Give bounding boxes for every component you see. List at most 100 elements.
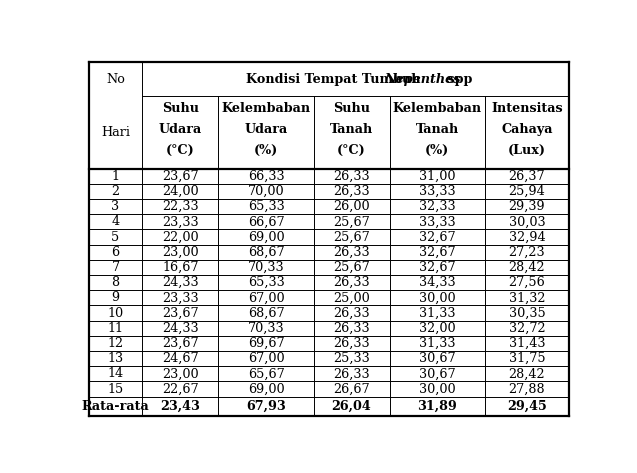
- Text: (Lux): (Lux): [508, 143, 546, 157]
- Text: 68,67: 68,67: [248, 307, 284, 319]
- Text: Kelembaban: Kelembaban: [222, 102, 311, 115]
- Text: 31,33: 31,33: [419, 337, 455, 350]
- Text: 32,67: 32,67: [419, 245, 455, 259]
- Text: 30,00: 30,00: [419, 383, 455, 395]
- Text: 69,00: 69,00: [248, 230, 284, 244]
- Text: Suhu: Suhu: [333, 102, 370, 115]
- Text: 30,67: 30,67: [419, 352, 455, 365]
- Text: 69,67: 69,67: [248, 337, 284, 350]
- Text: (°C): (°C): [166, 143, 195, 157]
- Text: Hari: Hari: [101, 126, 130, 139]
- Text: (%): (%): [254, 143, 278, 157]
- Text: 2: 2: [111, 185, 120, 198]
- Text: 22,33: 22,33: [162, 200, 199, 213]
- Text: 30,03: 30,03: [509, 215, 545, 228]
- Text: 26,33: 26,33: [333, 368, 370, 380]
- Text: 23,67: 23,67: [162, 337, 199, 350]
- Text: 24,00: 24,00: [162, 185, 199, 198]
- Text: 9: 9: [111, 291, 120, 304]
- Text: 26,33: 26,33: [333, 245, 370, 259]
- Text: 26,00: 26,00: [333, 200, 370, 213]
- Text: 70,33: 70,33: [248, 261, 284, 274]
- Text: Suhu: Suhu: [162, 102, 199, 115]
- Text: 8: 8: [111, 276, 120, 289]
- Text: 32,67: 32,67: [419, 261, 455, 274]
- Text: Udara: Udara: [159, 123, 202, 136]
- Text: Cahaya: Cahaya: [501, 123, 553, 136]
- Text: 32,67: 32,67: [419, 230, 455, 244]
- Text: 27,56: 27,56: [508, 276, 545, 289]
- Text: 33,33: 33,33: [419, 215, 455, 228]
- Text: Udara: Udara: [245, 123, 288, 136]
- Text: 11: 11: [108, 322, 124, 335]
- Text: 6: 6: [111, 245, 120, 259]
- Text: Kelembaban: Kelembaban: [392, 102, 482, 115]
- Text: 15: 15: [108, 383, 124, 395]
- Text: 4: 4: [111, 215, 120, 228]
- Text: 25,94: 25,94: [508, 185, 545, 198]
- Text: 28,42: 28,42: [509, 261, 545, 274]
- Text: 26,33: 26,33: [333, 170, 370, 183]
- Text: 67,93: 67,93: [246, 400, 286, 412]
- Text: 26,04: 26,04: [332, 400, 371, 412]
- Text: Kondisi Tempat Tumbuh: Kondisi Tempat Tumbuh: [245, 73, 424, 86]
- Text: 27,23: 27,23: [509, 245, 545, 259]
- Text: 70,00: 70,00: [248, 185, 284, 198]
- Text: 32,72: 32,72: [509, 322, 545, 335]
- Text: 3: 3: [111, 200, 120, 213]
- Text: 14: 14: [108, 368, 124, 380]
- Text: 23,00: 23,00: [162, 368, 199, 380]
- Text: No: No: [106, 73, 125, 86]
- Text: Tanah: Tanah: [330, 123, 373, 136]
- Text: 30,00: 30,00: [419, 291, 455, 304]
- Text: 66,67: 66,67: [248, 215, 284, 228]
- Text: 70,33: 70,33: [248, 322, 284, 335]
- Text: Nepenthes: Nepenthes: [384, 73, 461, 86]
- Text: 67,00: 67,00: [248, 352, 284, 365]
- Text: 24,33: 24,33: [162, 322, 199, 335]
- Text: 25,67: 25,67: [333, 261, 370, 274]
- Text: 25,33: 25,33: [333, 352, 370, 365]
- Text: 27,88: 27,88: [509, 383, 545, 395]
- Text: Tanah: Tanah: [415, 123, 459, 136]
- Text: 65,33: 65,33: [248, 276, 284, 289]
- Text: 69,00: 69,00: [248, 383, 284, 395]
- Text: 31,89: 31,89: [417, 400, 457, 412]
- Text: 26,67: 26,67: [333, 383, 370, 395]
- Text: 24,67: 24,67: [162, 352, 199, 365]
- Text: 30,67: 30,67: [419, 368, 455, 380]
- Text: (°C): (°C): [337, 143, 366, 157]
- Text: 26,33: 26,33: [333, 276, 370, 289]
- Text: 28,42: 28,42: [509, 368, 545, 380]
- Text: 26,37: 26,37: [509, 170, 545, 183]
- Text: 31,33: 31,33: [419, 307, 455, 319]
- Text: 22,67: 22,67: [162, 383, 199, 395]
- Text: 34,33: 34,33: [419, 276, 455, 289]
- Text: 32,00: 32,00: [419, 322, 455, 335]
- Text: 26,33: 26,33: [333, 322, 370, 335]
- Text: 25,00: 25,00: [333, 291, 370, 304]
- Text: 33,33: 33,33: [419, 185, 455, 198]
- Text: 68,67: 68,67: [248, 245, 284, 259]
- Text: 1: 1: [111, 170, 120, 183]
- Text: 23,00: 23,00: [162, 245, 199, 259]
- Text: 10: 10: [108, 307, 124, 319]
- Text: 16,67: 16,67: [162, 261, 199, 274]
- Text: 24,33: 24,33: [162, 276, 199, 289]
- Text: 31,43: 31,43: [509, 337, 545, 350]
- Text: 23,43: 23,43: [161, 400, 201, 412]
- Text: 26,33: 26,33: [333, 307, 370, 319]
- Text: 22,00: 22,00: [162, 230, 199, 244]
- Text: 66,33: 66,33: [248, 170, 284, 183]
- Text: 65,67: 65,67: [248, 368, 284, 380]
- Text: Rata-rata: Rata-rata: [82, 400, 149, 412]
- Text: 26,33: 26,33: [333, 337, 370, 350]
- Text: 29,39: 29,39: [509, 200, 545, 213]
- Text: 5: 5: [111, 230, 120, 244]
- Text: 26,33: 26,33: [333, 185, 370, 198]
- Text: 12: 12: [108, 337, 124, 350]
- Text: 23,33: 23,33: [162, 215, 199, 228]
- Text: 31,00: 31,00: [419, 170, 455, 183]
- Text: spp: spp: [443, 73, 473, 86]
- Text: 29,45: 29,45: [507, 400, 547, 412]
